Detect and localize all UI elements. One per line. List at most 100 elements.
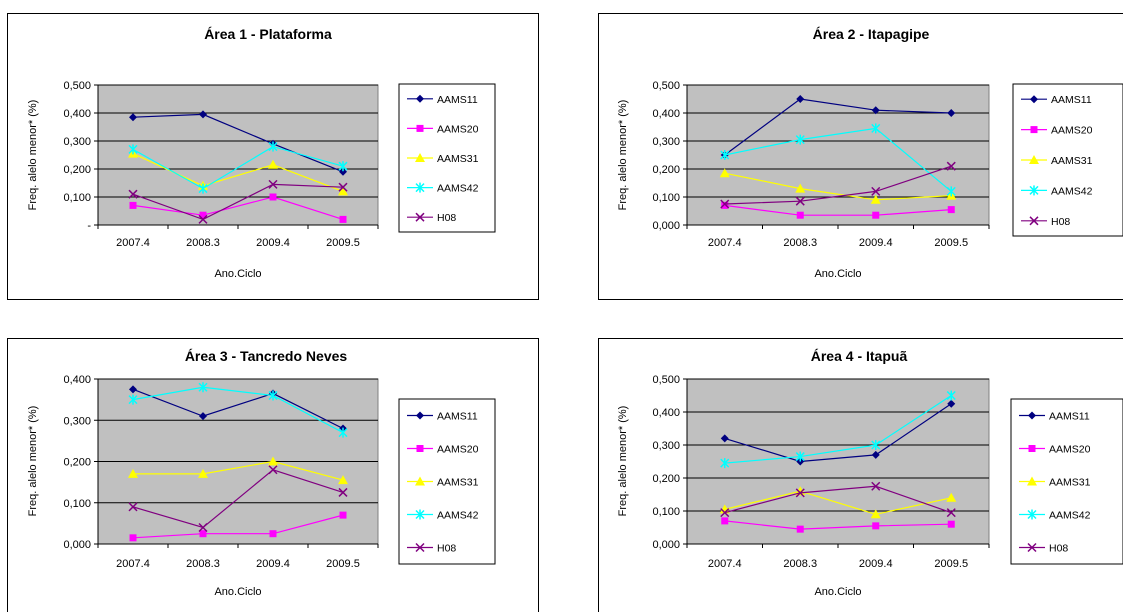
series-AAMS42: [720, 123, 956, 197]
point-AAMS42-3: [338, 161, 348, 172]
legend-item-AAMS31: AAMS31: [407, 153, 479, 165]
point-AAMS31-legend: [415, 153, 425, 162]
point-AAMS42-3: [946, 186, 956, 197]
point-AAMS20-2: [872, 522, 880, 530]
point-AAMS11-0: [129, 113, 137, 122]
y-tick-label: 0,200: [63, 164, 91, 176]
series-AAMS42: [128, 141, 348, 194]
point-AAMS11-legend: [1030, 95, 1038, 104]
y-tick-label: 0,300: [652, 440, 680, 452]
point-H08-1: [795, 196, 805, 206]
x-tick-label: 2007.4: [708, 558, 742, 570]
point-AAMS20-2: [872, 211, 880, 219]
legend-label: AAMS11: [1051, 94, 1092, 106]
x-axis-label: Ano.Ciclo: [814, 586, 861, 598]
plot-area: [97, 84, 379, 226]
x-tick-label: 2008.3: [783, 237, 817, 249]
point-AAMS20-2: [269, 193, 277, 201]
y-tick-label: 0,200: [63, 457, 91, 469]
legend-label: AAMS11: [437, 411, 478, 423]
series-AAMS31: [128, 456, 348, 485]
x-axis-label: Ano.Ciclo: [214, 268, 261, 280]
x-tick-label: 2009.4: [859, 237, 893, 249]
point-AAMS20-legend: [416, 124, 424, 132]
point-AAMS42-legend: [415, 509, 425, 520]
legend-label: AAMS20: [437, 123, 479, 135]
point-AAMS11-legend: [416, 94, 424, 103]
point-AAMS31-2: [268, 159, 278, 169]
point-H08-1: [795, 488, 805, 498]
legend-label: AAMS42: [437, 183, 479, 195]
x-tick-label: 2007.4: [116, 558, 150, 570]
x-tick-label: 2009.4: [256, 237, 290, 249]
x-tick-label: 2008.3: [783, 558, 817, 570]
point-AAMS20-0: [129, 534, 137, 542]
point-AAMS20-1: [796, 211, 804, 219]
point-AAMS20-legend: [1030, 126, 1038, 134]
point-AAMS42-2: [268, 141, 278, 152]
point-AAMS20-0: [721, 201, 729, 209]
point-AAMS42-0: [720, 458, 730, 469]
series-line-H08: [724, 485, 952, 514]
y-tick-label: 0,500: [652, 80, 680, 92]
point-AAMS20-legend: [1028, 445, 1036, 452]
point-AAMS20-1: [199, 211, 207, 219]
series-line-AAMS42: [724, 127, 952, 192]
point-AAMS11-legend: [1028, 411, 1036, 420]
point-AAMS42-3: [338, 427, 348, 438]
legend-item-AAMS31: AAMS31: [1019, 476, 1091, 489]
point-AAMS20-2: [269, 530, 277, 538]
legend-item-H08: H08: [407, 212, 456, 224]
legend-item-AAMS31: AAMS31: [407, 476, 479, 489]
point-AAMS42-0: [128, 144, 138, 155]
series-H08: [128, 465, 348, 533]
chart-title: Área 3 - Tancredo Neves: [185, 348, 348, 364]
x-tick-label: 2007.4: [116, 237, 150, 249]
point-AAMS11-2: [871, 106, 880, 115]
y-tick-label: 0,500: [63, 80, 91, 92]
y-tick-label: 0,200: [652, 473, 680, 485]
point-AAMS31-1: [795, 183, 806, 193]
point-H08-legend: [1027, 542, 1037, 553]
chart-area-3: Área 3 - Tancredo Neves 0,000 0,100 0,200 0,…: [7, 338, 539, 612]
point-AAMS42-0: [128, 394, 138, 405]
point-AAMS31-legend: [1027, 476, 1037, 486]
legend-item-AAMS42: AAMS42: [407, 509, 479, 522]
legend-label: AAMS42: [437, 510, 479, 522]
legend-label: H08: [1051, 216, 1070, 228]
y-tick-label: 0,400: [652, 108, 680, 120]
point-AAMS20-0: [129, 201, 137, 209]
y-tick-label: 0,100: [652, 506, 680, 518]
chart-svg-area-3: Área 3 - Tancredo Neves 0,000 0,100 0,200 0,…: [27, 348, 496, 598]
x-tick-label: 2007.4: [708, 237, 742, 249]
chart-title: Área 1 - Plataforma: [204, 26, 332, 42]
point-H08-0: [128, 502, 138, 512]
x-tick-label: 2009.5: [934, 237, 968, 249]
y-tick-label: -: [87, 220, 91, 232]
legend-item-AAMS20: AAMS20: [407, 123, 479, 135]
point-AAMS31-3: [338, 186, 348, 196]
point-H08-legend: [415, 212, 425, 222]
series-AAMS42: [720, 390, 956, 469]
series-line-AAMS20: [724, 204, 952, 216]
legend-label: AAMS31: [437, 477, 479, 489]
point-AAMS31-3: [946, 492, 957, 502]
y-axis-label: Freq. alelo menor* (%): [27, 406, 39, 517]
series-AAMS20: [129, 193, 347, 223]
point-H08-legend: [415, 542, 425, 553]
chart-title: Área 2 - Itapagipe: [813, 26, 930, 42]
chart-svg-area-2: Área 2 - Itapagipe 0,000 0,100 0,200 0,300 0,…: [617, 26, 1123, 280]
series-AAMS42: [128, 382, 348, 438]
chart-area-2: Área 2 - Itapagipe 0,000 0,100 0,200 0,300 0,…: [598, 13, 1123, 300]
legend-item-AAMS11: AAMS11: [407, 411, 478, 423]
point-H08-3: [946, 161, 956, 171]
point-AAMS11-1: [199, 412, 207, 421]
point-AAMS11-0: [720, 434, 729, 443]
point-AAMS42-2: [871, 440, 881, 450]
point-H08-2: [871, 186, 881, 196]
legend-item-AAMS20: AAMS20: [407, 444, 479, 456]
legend-label: H08: [1049, 543, 1068, 555]
chart-area-1: Área 1 - Plataforma - 0,100 0,200 0,300 0,400…: [7, 13, 539, 300]
legend-label: AAMS31: [1049, 477, 1091, 489]
series-AAMS20: [721, 201, 955, 219]
